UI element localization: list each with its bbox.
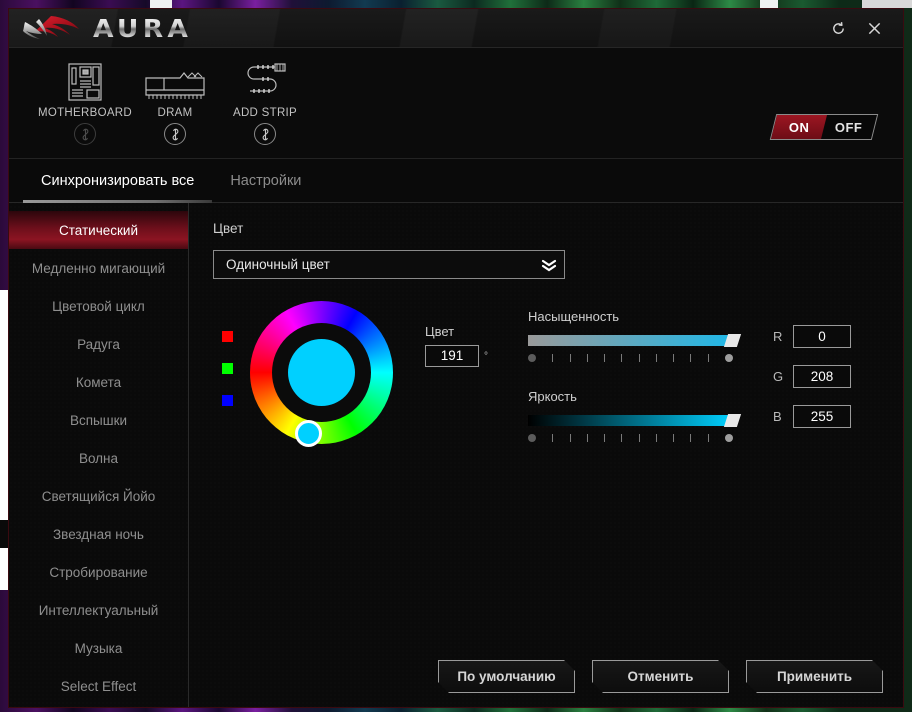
dram-icon <box>144 60 206 102</box>
power-on-segment[interactable]: ON <box>771 115 827 139</box>
effect-item-static[interactable]: Статический <box>9 211 188 249</box>
saturation-handle[interactable] <box>723 334 742 347</box>
device-label: DRAM <box>157 107 193 119</box>
footer-actions: По умолчанию Отменить Применить <box>438 660 883 693</box>
green-label: G <box>773 369 784 384</box>
sync-link-icon[interactable] <box>254 123 276 145</box>
title-bar: AURA <box>9 9 903 48</box>
rgb-row-blue: B 255 <box>773 405 851 428</box>
brightness-track[interactable] <box>528 415 733 426</box>
color-section-label: Цвет <box>213 221 244 236</box>
device-motherboard[interactable]: MOTHERBOARD <box>31 60 139 145</box>
double-chevron-down-icon <box>534 258 564 272</box>
slider-column: Насыщенность <box>528 309 743 469</box>
device-label: ADD STRIP <box>232 107 298 119</box>
led-strip-icon <box>242 60 288 102</box>
main-body: Статический Медленно мигающий Цветовой ц… <box>9 203 903 707</box>
aura-app-window: AURA <box>8 8 904 708</box>
default-button[interactable]: По умолчанию <box>438 660 575 693</box>
device-bar: MOTHERBOARD <box>9 48 903 159</box>
color-preview-swatch <box>288 339 355 406</box>
effect-item-glowing-yoyo[interactable]: Светящийся Йойо <box>41 488 156 504</box>
rgb-fields: R 0 G 208 B 255 <box>773 325 851 428</box>
power-on-label: ON <box>788 119 810 135</box>
saturation-label: Насыщенность <box>528 309 620 324</box>
effect-item-flash[interactable]: Вспышки <box>69 412 128 428</box>
background-window-sliver-dark <box>0 520 8 548</box>
power-off-segment[interactable]: OFF <box>821 115 877 139</box>
effect-item-comet[interactable]: Комета <box>75 374 122 390</box>
device-dram[interactable]: DRAM <box>121 60 229 145</box>
color-wheel-handle[interactable] <box>295 420 322 447</box>
tick-dot-end <box>724 434 733 442</box>
rgb-row-green: G 208 <box>773 365 851 388</box>
hue-field-group: Цвет 191 ° <box>425 324 545 367</box>
color-mode-value: Одиночный цвет <box>226 257 330 272</box>
effect-item-select-effect[interactable]: Select Effect <box>60 678 137 694</box>
green-swatch[interactable] <box>222 363 233 374</box>
effect-item-color-cycle[interactable]: Цветовой цикл <box>52 298 145 314</box>
apply-button[interactable]: Применить <box>746 660 883 693</box>
effect-list: Статический Медленно мигающий Цветовой ц… <box>9 203 189 707</box>
tab-bar: Синхронизировать все Настройки <box>9 159 903 203</box>
effect-item-starry-night[interactable]: Звездная ночь <box>53 526 144 542</box>
effect-item-rainbow[interactable]: Радуга <box>77 336 120 352</box>
effect-item-breathing[interactable]: Медленно мигающий <box>31 260 166 276</box>
sync-link-icon[interactable] <box>164 123 186 145</box>
brightness-group: Яркость <box>528 389 743 443</box>
effect-item-wave[interactable]: Волна <box>78 450 119 466</box>
close-icon[interactable] <box>859 13 889 43</box>
degree-symbol: ° <box>484 350 488 362</box>
saturation-group: Насыщенность <box>528 309 743 363</box>
motherboard-icon <box>67 60 103 102</box>
rgb-row-red: R 0 <box>773 325 851 348</box>
app-title: AURA <box>93 13 193 43</box>
blue-swatch[interactable] <box>222 395 233 406</box>
red-input[interactable]: 0 <box>793 325 851 348</box>
cancel-button[interactable]: Отменить <box>592 660 729 693</box>
brightness-handle[interactable] <box>723 414 742 427</box>
sync-link-icon[interactable] <box>74 123 96 145</box>
rgb-swatches <box>222 331 233 406</box>
hue-label: Цвет <box>425 324 455 339</box>
background-window-sliver <box>0 290 8 590</box>
brightness-label: Яркость <box>528 389 577 404</box>
brightness-ticks <box>528 433 733 443</box>
rog-eye-logo <box>21 13 83 43</box>
saturation-track[interactable] <box>528 335 733 346</box>
window-controls <box>823 13 903 43</box>
saturation-slider[interactable] <box>528 334 743 347</box>
background-taskbar-fragment <box>760 0 778 8</box>
saturation-ticks <box>528 353 733 363</box>
tick-dot-start <box>528 434 536 442</box>
blue-label: B <box>773 409 782 424</box>
red-swatch[interactable] <box>222 331 233 342</box>
effect-item-strobing[interactable]: Стробирование <box>49 564 148 580</box>
device-label: MOTHERBOARD <box>37 107 133 119</box>
tab-settings[interactable]: Настройки <box>230 172 302 189</box>
color-settings-panel: Цвет Одиночный цвет <box>189 203 903 707</box>
refresh-icon[interactable] <box>823 13 853 43</box>
device-add-strip[interactable]: ADD STRIP <box>211 60 319 145</box>
tick-dot-end <box>724 354 733 362</box>
background-taskbar-fragment <box>862 0 912 8</box>
background-taskbar-fragment <box>150 0 172 8</box>
brightness-slider[interactable] <box>528 414 743 427</box>
effect-item-smart[interactable]: Интеллектуальный <box>38 602 159 618</box>
hue-input[interactable]: 191 <box>425 345 479 367</box>
blue-input[interactable]: 255 <box>793 405 851 428</box>
power-off-label: OFF <box>835 119 863 135</box>
tab-sync-all[interactable]: Синхронизировать все <box>23 159 213 203</box>
color-mode-select[interactable]: Одиночный цвет <box>213 250 565 279</box>
effect-item-music[interactable]: Музыка <box>74 640 123 656</box>
power-toggle[interactable]: ON OFF <box>769 114 879 140</box>
green-input[interactable]: 208 <box>793 365 851 388</box>
red-label: R <box>773 329 783 344</box>
tick-dot-start <box>528 354 536 362</box>
